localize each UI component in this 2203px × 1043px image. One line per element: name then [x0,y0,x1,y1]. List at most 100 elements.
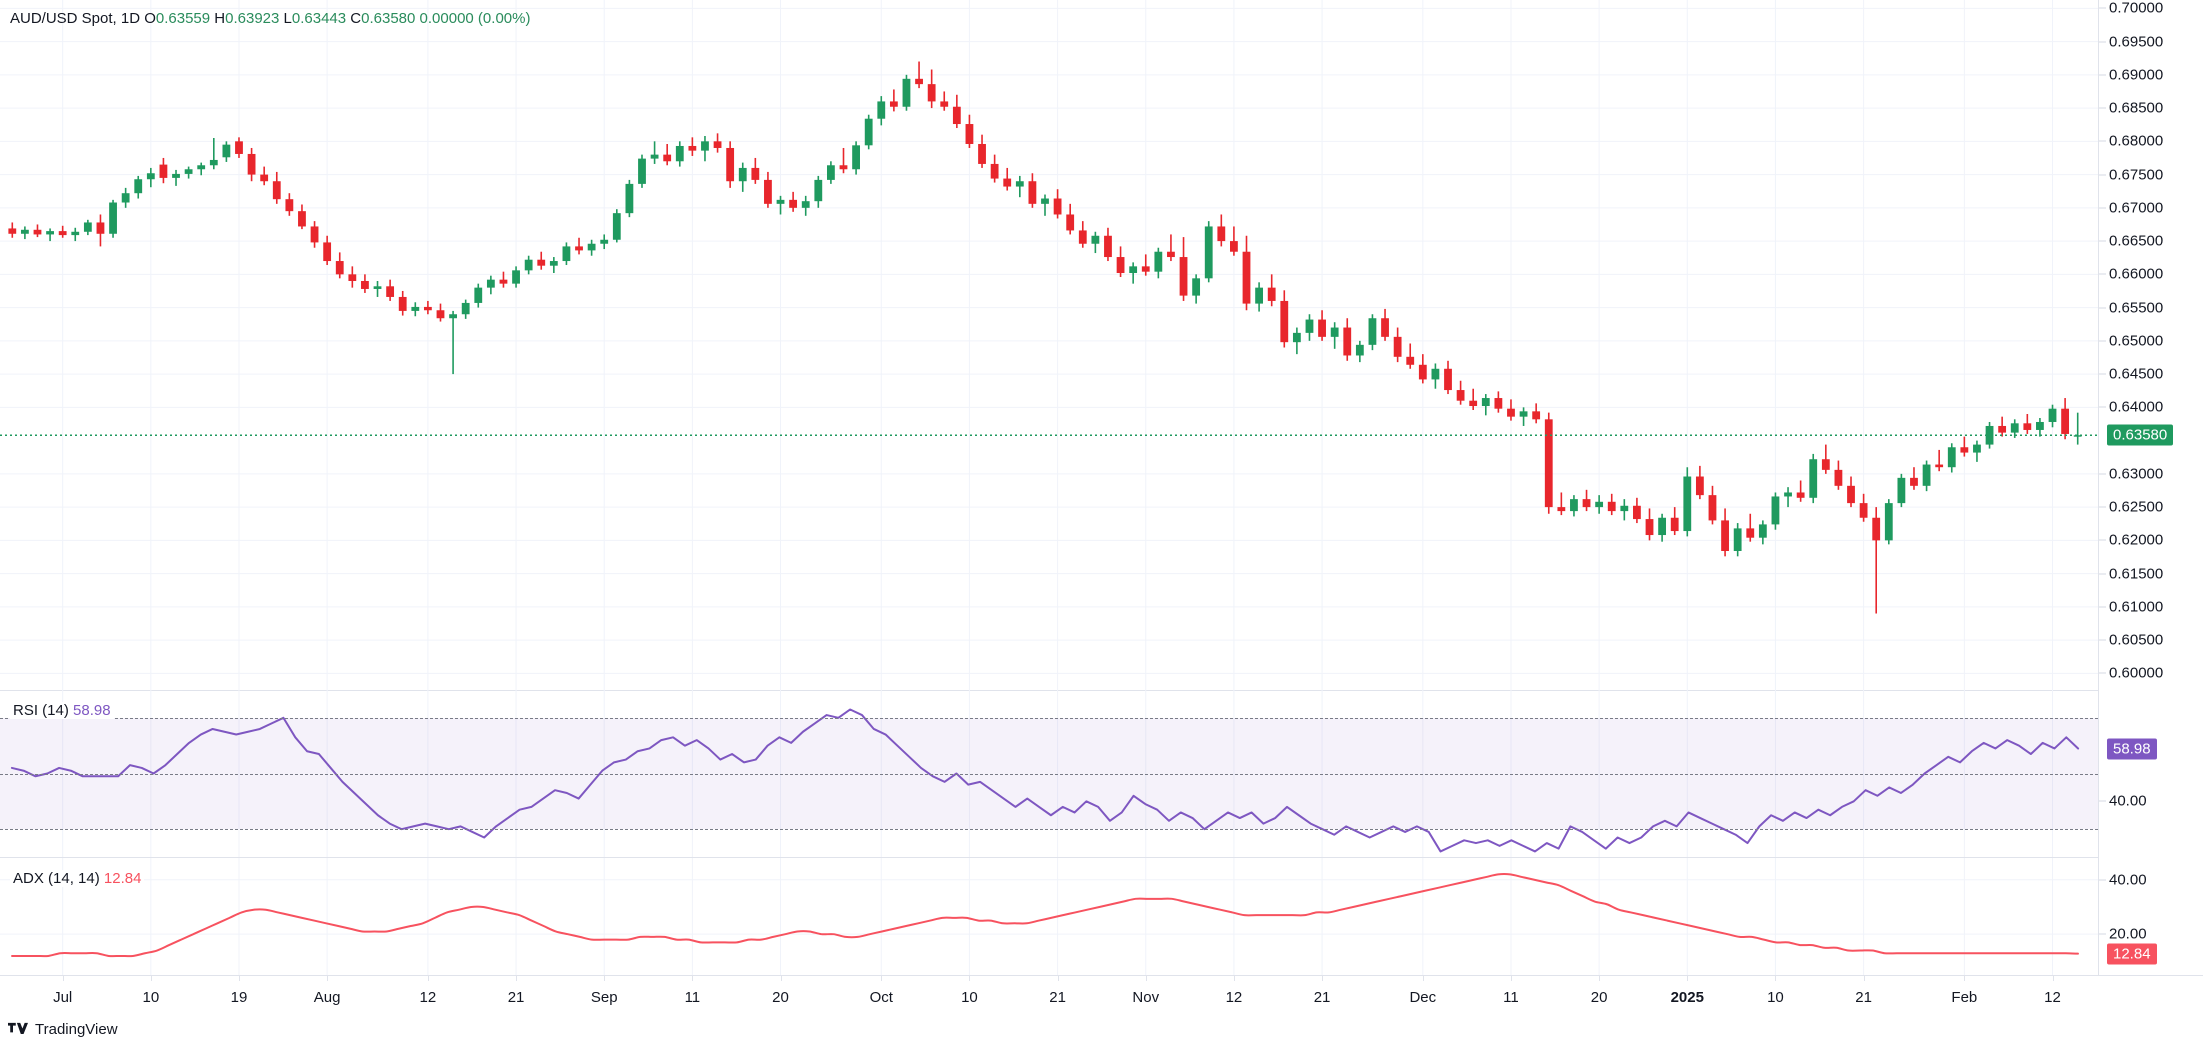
time-label: 20 [772,989,789,1006]
price-tick-dash [2099,473,2106,475]
low-value: 0.63443 [291,10,347,27]
price-tick-dash [2099,573,2106,575]
price-tick: 0.66000 [2109,265,2164,283]
time-tick [62,976,64,981]
adx-tick: 40.00 [2109,871,2147,889]
price-tick: 0.61500 [2109,565,2164,583]
time-label: 21 [1313,989,1331,1006]
time-label: 2025 [1670,989,1704,1006]
time-label: 11 [684,989,701,1006]
price-tick: 0.66500 [2109,232,2164,250]
price-tick: 0.68000 [2109,132,2164,150]
rsi-level-70 [0,717,2098,719]
adx-tick: 20.00 [2109,925,2147,943]
price-tick: 0.65500 [2109,299,2164,317]
time-tick [150,976,152,981]
time-label: Nov [1132,989,1160,1006]
time-label: 11 [1503,989,1519,1006]
price-tick: 0.67000 [2109,199,2164,217]
time-label: 21 [507,989,525,1006]
adx-name: ADX (14, 14) [13,870,100,887]
time-tick [969,976,971,981]
price-tick: 0.69500 [2109,33,2164,51]
price-tick: 0.64500 [2109,365,2164,383]
adx-value-badge[interactable]: 12.84 [2107,943,2157,965]
price-tick-dash [2099,307,2106,309]
close-label: C [350,10,362,27]
adx-value: 12.84 [103,870,142,887]
price-tick-dash [2099,7,2106,9]
adx-tick-dash [2099,933,2106,935]
time-tick [1863,976,1865,981]
open-value: 0.63559 [155,10,211,27]
pane-separator-rsi [0,690,2203,691]
time-tick [780,976,782,981]
price-legend: AUD/USD Spot, 1D O0.63559 H0.63923 L0.63… [10,10,530,27]
price-pane[interactable]: AUD/USD Spot, 1D O0.63559 H0.63923 L0.63… [0,0,2098,690]
price-tick: 0.70000 [2109,0,2164,17]
time-label: 21 [1049,989,1066,1006]
price-tick: 0.60000 [2109,664,2164,682]
price-tick-dash [2099,174,2106,176]
time-label: 12 [1225,989,1243,1006]
time-tick [1599,976,1601,981]
price-tick: 0.65000 [2109,332,2164,350]
time-label: 10 [1767,989,1784,1006]
time-tick [1687,976,1689,981]
time-tick [427,976,429,981]
time-tick [1775,976,1777,981]
high-label: H [214,10,226,27]
current-price-badge[interactable]: 0.63580 [2107,424,2174,446]
price-tick-dash [2099,41,2106,43]
time-tick [604,976,606,981]
time-label: Aug [313,989,341,1006]
time-tick [1057,976,1059,981]
price-tick-dash [2099,639,2106,641]
time-label: 10 [961,989,978,1006]
adx-pane[interactable]: ADX (14, 14) 12.84 [0,858,2098,975]
time-tick [1964,976,1966,981]
price-tick-dash [2099,373,2106,375]
time-label: Sep [590,989,618,1006]
price-tick: 0.68500 [2109,99,2164,117]
rsi-level-50 [0,773,2098,775]
price-tick: 0.60500 [2109,631,2164,649]
close-value: 0.63580 [361,10,416,27]
time-tick [1422,976,1424,981]
time-label: 12 [419,989,437,1006]
price-tick-dash [2099,506,2106,508]
price-tick-dash [2099,74,2106,76]
price-tick-dash [2099,340,2106,342]
price-tick: 0.69000 [2109,66,2164,84]
time-label: 20 [1590,989,1608,1006]
rsi-legend: RSI (14) 58.98 [10,702,114,719]
price-tick: 0.67500 [2109,166,2164,184]
price-tick-dash [2099,406,2106,408]
time-tick [327,976,329,981]
time-label: Oct [869,989,893,1006]
time-label: Jul [53,989,73,1006]
rsi-name: RSI (14) [13,702,69,719]
time-label: 21 [1855,989,1872,1006]
price-tick: 0.63000 [2109,465,2164,483]
time-tick [692,976,694,981]
rsi-level-30 [0,829,2098,831]
footer: TradingView [0,1015,2203,1043]
price-tick-dash [2099,240,2106,242]
time-scale[interactable]: Jul 10 19 Aug 12 21 Sep 11 20 Oct 10 21 Nov 12 21 Dec 11… [0,975,2203,1015]
price-tick-dash [2099,606,2106,608]
tradingview-logo-icon [8,1022,28,1036]
rsi-pane[interactable]: RSI (14) 58.98 [0,690,2098,857]
price-tick-dash [2099,539,2106,541]
change-value: 0.00000 (0.00%) [419,10,531,27]
price-scale[interactable]: 0.70000 0.69500 0.69000 0.68500 0.68000 0.675… [2098,0,2203,975]
open-label: O [144,10,156,27]
time-label: 19 [230,989,248,1006]
time-label: 12 [2044,989,2061,1006]
time-tick [1322,976,1324,981]
rsi-value-badge[interactable]: 58.98 [2107,738,2157,759]
symbol-label: AUD/USD Spot, 1D [10,10,141,27]
rsi-tick: 40.00 [2109,792,2147,810]
price-tick: 0.64000 [2109,398,2164,416]
adx-legend: ADX (14, 14) 12.84 [10,870,145,887]
